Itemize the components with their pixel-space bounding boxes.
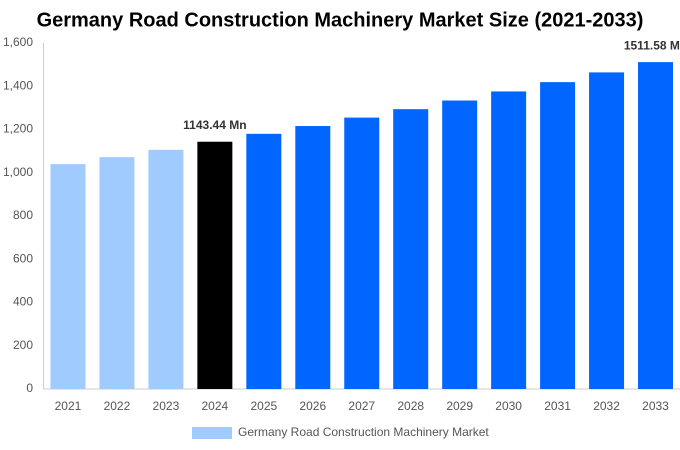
y-tick-label: 1,400 (3, 78, 33, 92)
x-tick-label: 2022 (104, 399, 131, 413)
x-tick-label: 2024 (202, 399, 229, 413)
bar (50, 164, 86, 389)
y-tick-label: 400 (13, 295, 33, 309)
x-tick-label: 2021 (55, 399, 82, 413)
y-tick-label: 600 (13, 251, 33, 265)
x-tick-label: 2027 (348, 399, 375, 413)
y-tick-label: 200 (13, 338, 33, 352)
bar (442, 100, 478, 390)
legend-swatch (192, 427, 232, 439)
x-tick-label: 2026 (299, 399, 326, 413)
bar (638, 62, 674, 390)
bar (589, 72, 625, 389)
y-tick-label: 1,200 (3, 122, 33, 136)
bar (295, 126, 331, 389)
bar (393, 109, 429, 390)
bar (99, 157, 135, 389)
bar (246, 133, 282, 389)
y-tick-label: 800 (13, 208, 33, 222)
x-tick-label: 2025 (250, 399, 277, 413)
x-tick-label: 2023 (153, 399, 180, 413)
legend-label: Germany Road Construction Machinery Mark… (238, 425, 489, 439)
x-tick-label: 2030 (495, 399, 522, 413)
y-tick-label: 1,600 (3, 35, 33, 49)
bar (540, 82, 576, 390)
x-tick-label: 2029 (446, 399, 473, 413)
y-tick-label: 0 (26, 381, 33, 395)
chart-title: Germany Road Construction Machinery Mark… (37, 9, 644, 31)
x-tick-label: 2028 (397, 399, 424, 413)
x-tick-label: 2031 (544, 399, 571, 413)
bar (197, 141, 233, 389)
y-tick-label: 1,000 (3, 165, 33, 179)
bar (491, 91, 527, 389)
x-tick-label: 2033 (642, 399, 669, 413)
x-tick-label: 2032 (593, 399, 620, 413)
bar (344, 117, 380, 389)
value-label: 1511.58 Mn (624, 38, 680, 52)
value-label: 1143.44 Mn (183, 118, 246, 132)
bar (148, 149, 184, 389)
